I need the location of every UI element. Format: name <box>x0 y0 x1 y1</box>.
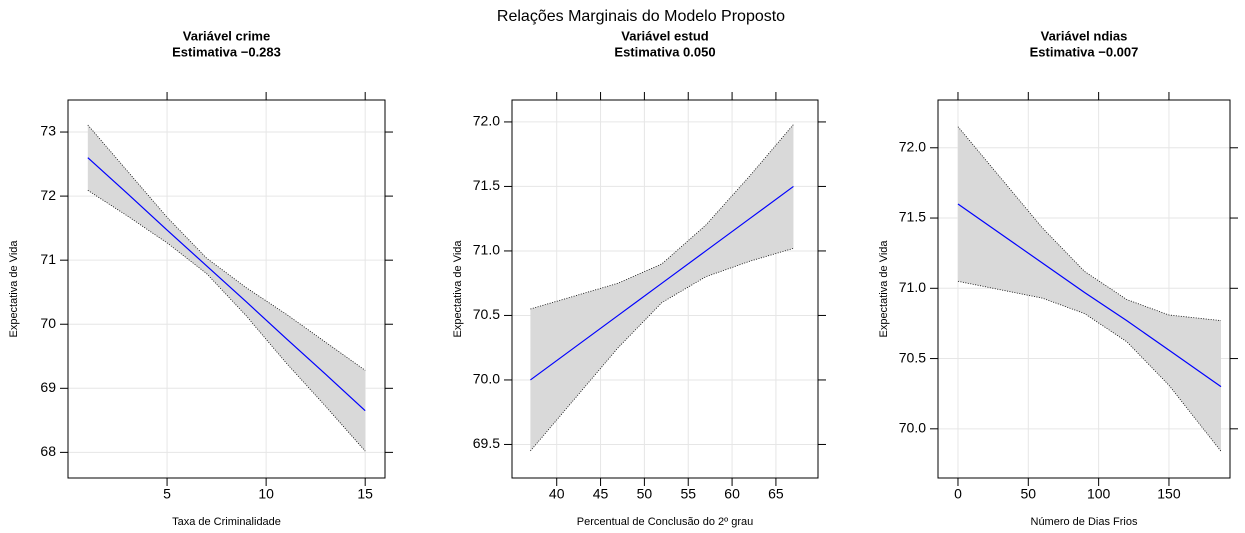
figure-title: Relações Marginais do Modelo Proposto <box>497 8 785 25</box>
x-axis-label: Taxa de Criminalidade <box>172 516 281 528</box>
fit-line <box>957 203 1222 388</box>
band-lower <box>87 189 366 452</box>
confidence-band <box>87 124 366 452</box>
y-tick-label: 70.5 <box>473 306 500 322</box>
x-tick-label: 100 <box>1087 486 1111 502</box>
x-tick-label: 150 <box>1157 486 1181 502</box>
y-tick-label: 69 <box>40 379 56 395</box>
y-tick-label: 71.0 <box>899 279 926 295</box>
x-tick-label: 40 <box>549 486 565 502</box>
panel-subtitle: Estimativa 0.050 <box>614 44 715 59</box>
confidence-band <box>530 124 794 451</box>
y-axis-label: Expectativa de Vida <box>452 240 464 338</box>
x-tick-label: 55 <box>680 486 696 502</box>
x-tick-label: 10 <box>258 486 274 502</box>
x-tick-label: 45 <box>593 486 609 502</box>
y-tick-label: 68 <box>40 443 56 459</box>
band-upper <box>957 126 1222 322</box>
y-tick-label: 70.0 <box>899 420 926 436</box>
y-tick-label: 70.5 <box>899 349 926 365</box>
y-tick-label: 70.0 <box>473 371 500 387</box>
x-tick-label: 65 <box>768 486 784 502</box>
y-axis-label: Expectativa de Vida <box>878 240 890 338</box>
y-tick-label: 73 <box>40 123 56 139</box>
panel-title: Variável estud <box>621 28 708 43</box>
panel-title: Variável ndias <box>1041 28 1128 43</box>
x-tick-label: 15 <box>357 486 373 502</box>
plot-frame <box>511 99 819 479</box>
y-tick-label: 72.0 <box>899 138 926 154</box>
band-upper <box>87 124 366 371</box>
plot-frame <box>937 99 1231 479</box>
y-tick-label: 69.5 <box>473 435 500 451</box>
y-tick-label: 71.5 <box>899 209 926 225</box>
fit-line <box>87 157 366 412</box>
y-axis-label: Expectativa de Vida <box>8 240 20 338</box>
band-lower <box>957 280 1222 452</box>
x-axis-label: Número de Dias Frios <box>1031 516 1138 528</box>
panel-subtitle: Estimativa −0.283 <box>172 44 281 59</box>
y-tick-label: 71.0 <box>473 242 500 258</box>
x-tick-label: 50 <box>1021 486 1037 502</box>
x-tick-label: 50 <box>637 486 653 502</box>
plot-frame <box>67 99 386 479</box>
y-tick-label: 70 <box>40 315 56 331</box>
panel-title: Variável crime <box>183 28 270 43</box>
fit-line <box>530 185 794 381</box>
y-tick-label: 71.5 <box>473 177 500 193</box>
y-tick-label: 72.0 <box>473 113 500 129</box>
y-tick-label: 72 <box>40 187 56 203</box>
band-upper <box>530 124 794 310</box>
x-tick-label: 60 <box>724 486 740 502</box>
x-axis-label: Percentual de Conclusão do 2º grau <box>577 516 753 528</box>
y-tick-label: 71 <box>40 251 56 267</box>
panel-subtitle: Estimativa −0.007 <box>1030 44 1139 59</box>
x-tick-label: 0 <box>954 486 962 502</box>
x-tick-label: 5 <box>163 486 171 502</box>
confidence-band <box>957 126 1221 452</box>
band-lower <box>530 247 794 452</box>
